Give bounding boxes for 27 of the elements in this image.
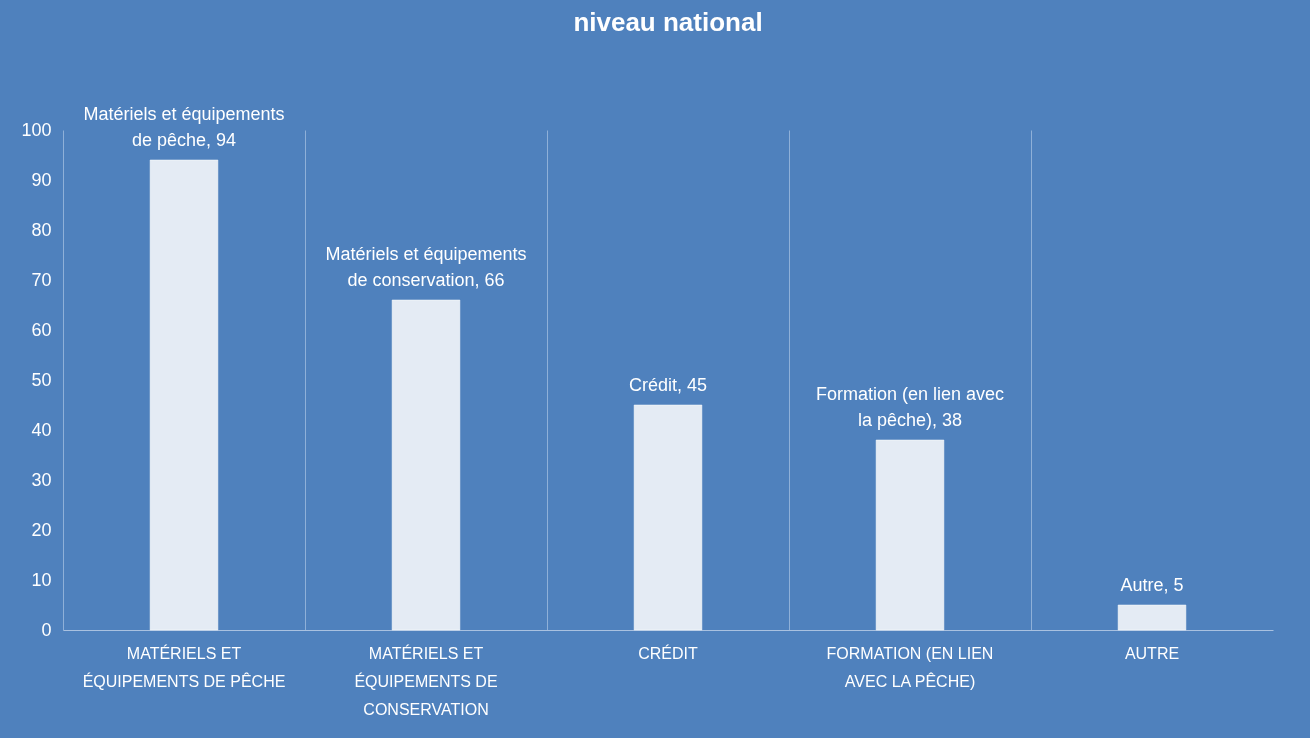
y-tick-label: 70 <box>31 269 52 290</box>
y-tick-label: 20 <box>31 519 52 540</box>
x-tick-label: CRÉDIT <box>638 644 698 662</box>
y-tick-label: 40 <box>31 419 52 440</box>
data-label: Matériels et équipements de pêche, 94 <box>83 104 285 150</box>
y-tick-label: 80 <box>31 219 52 240</box>
y-tick-label: 30 <box>31 469 52 490</box>
bar <box>633 404 703 631</box>
x-tick-label: MATÉRIELS ET ÉQUIPEMENTS DE CONSERVATION <box>354 644 498 718</box>
data-label: Autre, 5 <box>1120 575 1184 595</box>
bar <box>1117 604 1187 631</box>
data-label: Formation (en lien avec la pêche), 38 <box>815 384 1005 430</box>
x-tick-label: AUTRE <box>1124 645 1180 662</box>
bar <box>391 299 461 631</box>
x-tick-label: MATÉRIELS ET ÉQUIPEMENTS DE PÊCHE <box>82 644 286 690</box>
chart-title: niveau national <box>573 7 763 37</box>
x-tick-label: FORMATION (EN LIEN AVEC LA PÊCHE) <box>826 645 994 690</box>
y-tick-label: 0 <box>41 619 52 640</box>
data-label: Crédit, 45 <box>628 375 708 395</box>
y-tick-label: 60 <box>31 319 52 340</box>
y-tick-label: 50 <box>31 369 52 390</box>
y-tick-label: 100 <box>21 119 52 140</box>
y-tick-label: 10 <box>31 569 52 590</box>
data-label: Matériels et équipements de conservation, 66 <box>325 244 527 290</box>
bar <box>149 159 219 631</box>
y-tick-label: 90 <box>31 169 52 190</box>
bar <box>875 439 945 631</box>
